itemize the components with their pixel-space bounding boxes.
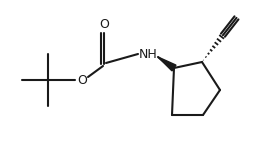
Text: O: O: [99, 18, 109, 31]
Polygon shape: [158, 57, 176, 71]
Text: NH: NH: [139, 49, 157, 61]
Text: O: O: [77, 73, 87, 87]
